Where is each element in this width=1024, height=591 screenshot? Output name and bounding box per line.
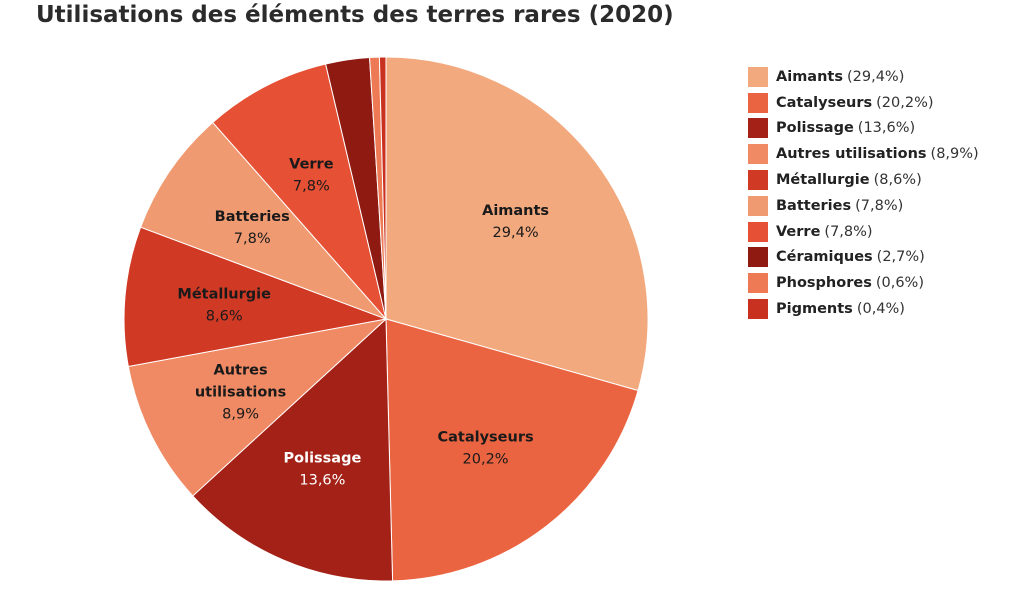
legend-name: Catalyseurs [776, 94, 873, 111]
legend-name: Verre [776, 223, 821, 240]
legend-value: (20,2%) [876, 94, 934, 111]
legend-item: Polissage (13,6%) [748, 116, 979, 142]
slice-label-m-tallurgie: Métallurgie 8,6% [177, 287, 271, 325]
slice-label-name: Batteries [215, 209, 290, 225]
legend-swatch [748, 92, 768, 113]
legend-name: Phosphores [776, 275, 872, 292]
slice-label-value: 7,8% [234, 231, 271, 247]
legend-value: (7,8%) [824, 223, 873, 240]
legend-value: (8,9%) [930, 146, 979, 163]
slice-label-value: 29,4% [493, 225, 539, 241]
slice-label-name: Catalyseurs [437, 429, 533, 445]
pie-slice-polissage [192, 317, 394, 582]
slice-label-verre: Verre 7,8% [289, 157, 334, 195]
slice-label-name: Polissage [284, 450, 362, 466]
pie-slice-aimants [385, 56, 649, 392]
legend-swatch [748, 247, 768, 268]
legend-name: Aimants [776, 68, 843, 85]
legend-value: (8,6%) [873, 172, 922, 189]
legend-item: Verre (7,8%) [748, 219, 979, 245]
legend-swatch [748, 195, 768, 216]
pie-slice-batteries [139, 121, 387, 320]
legend-value: (29,4%) [846, 68, 905, 85]
legend-swatch [748, 273, 768, 294]
legend-value: (0,6%) [875, 275, 924, 292]
legend-item: Métallurgie (8,6%) [748, 167, 979, 193]
legend-item: Céramiques (2,7%) [748, 245, 979, 271]
pie-slice-catalyseurs [385, 318, 639, 582]
slice-label-aimants: Aimants 29,4% [482, 203, 549, 241]
legend-value: (7,8%) [855, 197, 904, 214]
legend-name: Autres utilisations [776, 146, 927, 163]
slice-label-value: 20,2% [463, 451, 509, 467]
slice-label-value: 7,8% [293, 179, 330, 195]
slice-label-autres-utilisations: Autres utilisations 8,9% [195, 362, 286, 422]
legend-name: Céramiques [776, 249, 873, 266]
slice-label-batteries: Batteries 7,8% [215, 209, 290, 247]
slice-label-name: Verre [289, 157, 334, 173]
slice-label-name: Aimants [482, 203, 549, 219]
legend-swatch [748, 66, 768, 87]
chart-title: Utilisations des éléments des terres rar… [36, 2, 674, 28]
slice-label-value: 8,6% [206, 309, 243, 325]
legend-item: Autres utilisations (8,9%) [748, 141, 979, 167]
legend-value: (0,4%) [856, 301, 905, 318]
slice-label-polissage: Polissage 13,6% [284, 450, 362, 488]
legend-swatch [748, 118, 768, 139]
slice-label-name: Métallurgie [177, 287, 271, 303]
legend-swatch [748, 170, 768, 191]
legend-item: Batteries (7,8%) [748, 193, 979, 219]
slice-label-value: 13,6% [299, 472, 345, 488]
legend-name: Pigments [776, 301, 853, 318]
legend-value: (2,7%) [876, 249, 925, 266]
pie-slice-verre [212, 63, 387, 320]
pie-slice-autres-utilisations [127, 318, 388, 497]
legend-swatch [748, 144, 768, 165]
legend-item: Catalyseurs (20,2%) [748, 90, 979, 116]
slice-label-value: 8,9% [222, 406, 259, 422]
slice-label-name: utilisations [195, 384, 286, 400]
legend-swatch [748, 221, 768, 242]
legend-name: Batteries [776, 197, 852, 214]
legend-value: (13,6%) [857, 120, 916, 137]
legend-item: Phosphores (0,6%) [748, 270, 979, 296]
pie-slice-m-tallurgie [123, 226, 388, 368]
legend-item: Pigments (0,4%) [748, 296, 979, 322]
legend-name: Métallurgie [776, 172, 870, 189]
legend-item: Aimants (29,4%) [748, 64, 979, 90]
legend-swatch [748, 299, 768, 320]
pie-slice-pigments [378, 56, 387, 320]
legend: Aimants (29,4%) Catalyseurs (20,2%) Polissag… [748, 64, 979, 322]
slice-label-name: Autres [214, 362, 268, 378]
legend-name: Polissage [776, 120, 854, 137]
slice-label-catalyseurs: Catalyseurs 20,2% [437, 429, 533, 467]
